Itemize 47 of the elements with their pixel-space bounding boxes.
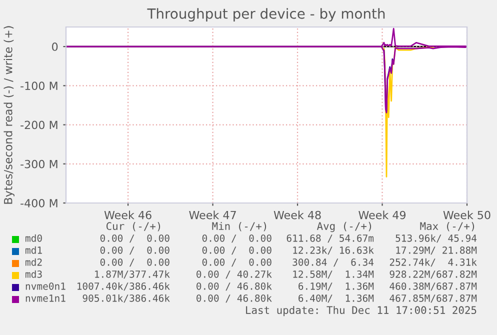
legend-label: nvme0n1 [26, 282, 66, 290]
x-tick-label: Week 47 [189, 210, 236, 220]
text: 0.00 / 0.00 [100, 246, 170, 255]
text: 0.00 / 40.27k [196, 270, 272, 279]
text: 12.23k/ 16.63k [293, 246, 374, 255]
y-tick-label: -300 M [20, 160, 58, 168]
text: Avg (-/+) [316, 222, 372, 232]
text: 0.00 / 0.00 [202, 234, 272, 243]
x-tick-label: Week 46 [104, 210, 152, 220]
x-tick-label: Week 49 [358, 210, 406, 220]
text: 17.29M/ 21.88M [396, 246, 477, 255]
text: 928.22M/687.82M [390, 270, 477, 279]
text: 513.96k/ 45.94 [396, 234, 477, 243]
text: 1.87M/377.47k [95, 270, 170, 279]
text: 0.00 / 46.80k [196, 294, 272, 303]
text: 300.84 / 6.34 [292, 258, 374, 267]
text: 0.00 / 0.00 [100, 234, 170, 243]
text: 12.58M/ 1.34M [293, 270, 374, 279]
text: Last update: Thu Dec 11 17:00:51 2025 [246, 306, 476, 316]
legend-label: nvme1n1 [26, 294, 66, 302]
text: 905.01k/386.46k [82, 294, 170, 303]
legend-label: md1 [26, 246, 42, 254]
text: Max (-/+) [420, 222, 474, 232]
text: 460.38M/687.87M [390, 282, 477, 291]
text: 611.68 / 54.67m [286, 234, 374, 243]
text: Min (-/+) [212, 222, 266, 232]
text: 0.00 / 0.00 [100, 258, 170, 267]
chart-title: Throughput per device - by month [147, 8, 385, 22]
y-tick-label: -400 M [20, 198, 58, 208]
legend-label: md3 [26, 270, 42, 278]
text: 0.00 / 46.80k [196, 282, 272, 291]
legend-label: md2 [26, 258, 42, 266]
y-axis-title: Bytes/second read (-) / write (+) [4, 26, 14, 204]
y-tick-label: -200 M [20, 120, 58, 130]
text: 0.00 / 0.00 [202, 258, 272, 267]
legend-label: md0 [26, 234, 42, 242]
text: 0.00 / 0.00 [202, 246, 272, 255]
text: 467.85M/687.87M [390, 294, 477, 303]
text: Cur (-/+) [106, 222, 160, 232]
text: 6.40M/ 1.36M [298, 294, 374, 303]
y-tick-label: -100 M [20, 82, 58, 90]
x-tick-label: Week 50 [443, 210, 490, 220]
text: 6.19M/ 1.36M [298, 282, 374, 291]
text: 252.74k/ 4.31k [390, 258, 477, 267]
y-tick-label: 0 [52, 42, 58, 51]
x-tick-label: Week 48 [274, 210, 321, 220]
text: 1007.40k/386.46k [78, 282, 170, 291]
